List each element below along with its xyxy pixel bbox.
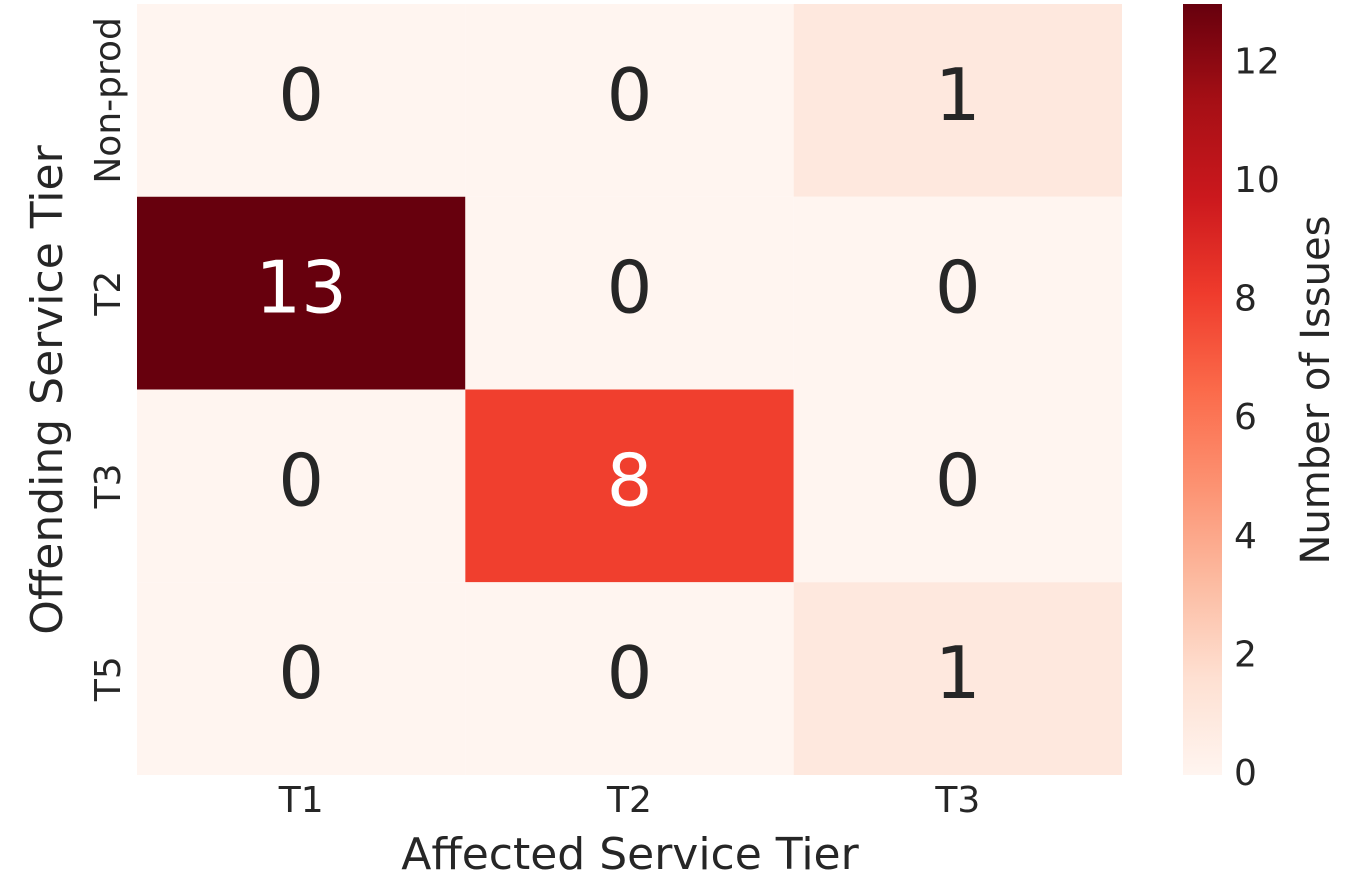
colorbar-tick-label: 0: [1234, 753, 1257, 794]
heatmap-cell: [137, 582, 466, 775]
colorbar-tick-label: 2: [1234, 634, 1257, 675]
cell-label: 0: [607, 631, 653, 715]
y-tick-label: T5: [88, 656, 129, 702]
cell-label: 0: [278, 53, 324, 137]
heatmap-cell: [137, 4, 466, 197]
heatmap-cell: [137, 196, 466, 390]
cell-label: 0: [935, 438, 981, 522]
cell-label: 1: [935, 53, 981, 137]
colorbar-tick-label: 8: [1234, 279, 1257, 320]
cell-label: 0: [935, 246, 981, 330]
colorbar-tick-label: 12: [1234, 41, 1280, 82]
heatmap-cell: [465, 389, 794, 583]
y-tick-label: Non-prod: [88, 17, 129, 184]
x-tick-label: T1: [278, 780, 324, 821]
cell-label: 0: [278, 631, 324, 715]
colorbar-tick-label: 10: [1234, 160, 1280, 201]
cell-label: 0: [607, 246, 653, 330]
cell-label: 0: [278, 438, 324, 522]
x-tick-label: T2: [606, 780, 652, 821]
heatmap-cell: [793, 389, 1122, 583]
colorbar-tick-label: 6: [1234, 397, 1257, 438]
cell-label: 0: [607, 53, 653, 137]
heatmap-cell: [465, 196, 794, 390]
heatmap-cell: [137, 389, 466, 583]
heatmap-cell: [465, 582, 794, 775]
colorbar-tick-label: 4: [1234, 516, 1257, 557]
colorbar: [1183, 4, 1222, 775]
heatmap-cell: [793, 582, 1122, 775]
cell-label: 13: [255, 246, 347, 330]
y-axis-label: Offending Service Tier: [22, 144, 73, 634]
x-tick-label: T3: [934, 780, 980, 821]
heatmap-cell: [793, 196, 1122, 390]
heatmap-cell: [793, 4, 1122, 197]
y-tick-label: T2: [88, 271, 129, 317]
x-axis-label: Affected Service Tier: [401, 829, 859, 880]
y-tick-label: T3: [88, 463, 129, 509]
heatmap-cell: [465, 4, 794, 197]
colorbar-label: Number of Issues: [1293, 216, 1339, 565]
cell-label: 8: [607, 438, 653, 522]
cell-label: 1: [935, 631, 981, 715]
